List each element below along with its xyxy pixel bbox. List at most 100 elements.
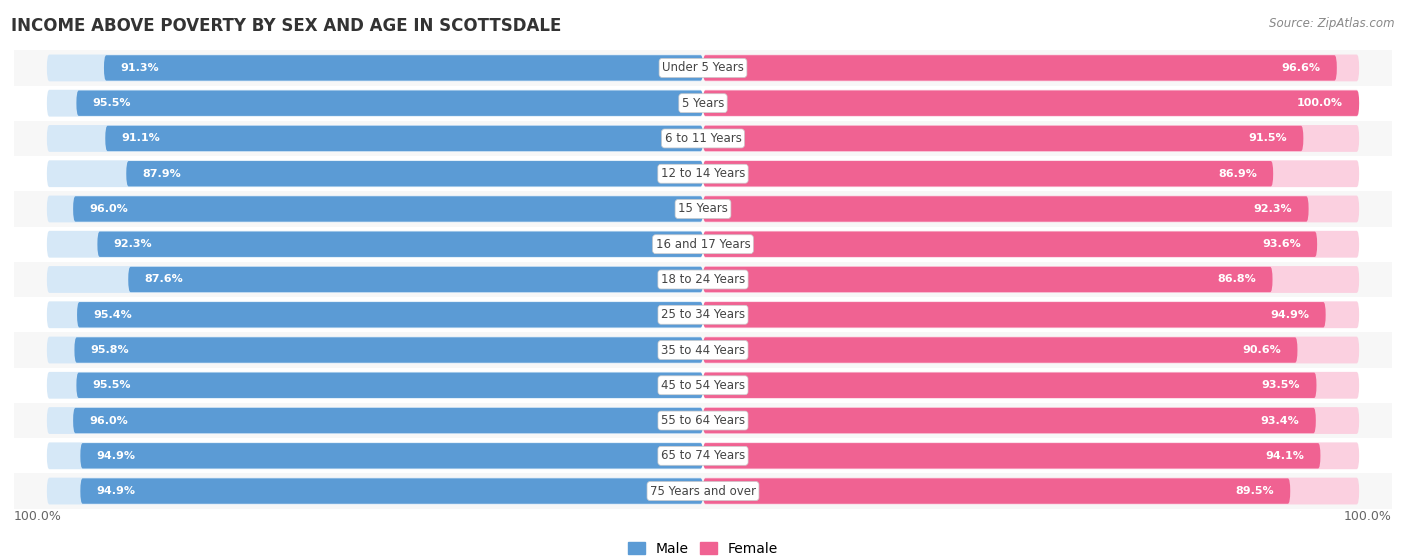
FancyBboxPatch shape — [80, 443, 703, 468]
FancyBboxPatch shape — [703, 301, 1360, 328]
Text: 93.4%: 93.4% — [1261, 415, 1299, 425]
Text: 94.9%: 94.9% — [97, 486, 136, 496]
FancyBboxPatch shape — [46, 266, 703, 293]
FancyBboxPatch shape — [75, 337, 703, 363]
Text: 93.6%: 93.6% — [1263, 239, 1301, 249]
Text: 55 to 64 Years: 55 to 64 Years — [661, 414, 745, 427]
Text: 94.1%: 94.1% — [1265, 451, 1303, 461]
Text: 94.9%: 94.9% — [1270, 310, 1309, 320]
FancyBboxPatch shape — [703, 161, 1274, 186]
FancyBboxPatch shape — [73, 196, 703, 222]
Text: 75 Years and over: 75 Years and over — [650, 485, 756, 498]
FancyBboxPatch shape — [104, 55, 703, 80]
FancyBboxPatch shape — [703, 231, 1317, 257]
Bar — [14, 156, 1392, 191]
Bar — [14, 262, 1392, 297]
Text: 92.3%: 92.3% — [1254, 204, 1292, 214]
Text: 96.0%: 96.0% — [90, 415, 128, 425]
Text: 5 Years: 5 Years — [682, 97, 724, 110]
Bar — [14, 368, 1392, 403]
Bar — [14, 403, 1392, 438]
Text: INCOME ABOVE POVERTY BY SEX AND AGE IN SCOTTSDALE: INCOME ABOVE POVERTY BY SEX AND AGE IN S… — [11, 17, 561, 35]
FancyBboxPatch shape — [703, 477, 1360, 504]
Legend: Male, Female: Male, Female — [623, 536, 783, 559]
Text: 100.0%: 100.0% — [1344, 510, 1392, 523]
Text: 12 to 14 Years: 12 to 14 Years — [661, 167, 745, 180]
FancyBboxPatch shape — [703, 90, 1360, 117]
Text: 65 to 74 Years: 65 to 74 Years — [661, 449, 745, 462]
FancyBboxPatch shape — [46, 407, 703, 434]
Text: 18 to 24 Years: 18 to 24 Years — [661, 273, 745, 286]
FancyBboxPatch shape — [46, 90, 703, 117]
FancyBboxPatch shape — [703, 408, 1316, 433]
Text: 16 and 17 Years: 16 and 17 Years — [655, 238, 751, 251]
FancyBboxPatch shape — [76, 91, 703, 116]
FancyBboxPatch shape — [46, 55, 703, 82]
Text: 87.9%: 87.9% — [142, 169, 181, 179]
Text: 96.6%: 96.6% — [1281, 63, 1320, 73]
Bar — [14, 50, 1392, 86]
FancyBboxPatch shape — [703, 126, 1303, 151]
FancyBboxPatch shape — [703, 55, 1360, 82]
Text: 91.3%: 91.3% — [121, 63, 159, 73]
Text: 91.1%: 91.1% — [122, 134, 160, 144]
FancyBboxPatch shape — [703, 196, 1360, 222]
FancyBboxPatch shape — [77, 302, 703, 328]
FancyBboxPatch shape — [97, 231, 703, 257]
FancyBboxPatch shape — [703, 337, 1360, 363]
FancyBboxPatch shape — [46, 337, 703, 363]
FancyBboxPatch shape — [703, 442, 1360, 469]
Text: 86.8%: 86.8% — [1218, 274, 1256, 285]
FancyBboxPatch shape — [703, 196, 1309, 222]
FancyBboxPatch shape — [703, 479, 1291, 504]
FancyBboxPatch shape — [46, 160, 703, 187]
Text: 91.5%: 91.5% — [1249, 134, 1286, 144]
FancyBboxPatch shape — [703, 160, 1360, 187]
Text: 35 to 44 Years: 35 to 44 Years — [661, 344, 745, 357]
Text: 95.5%: 95.5% — [93, 98, 131, 108]
Text: 100.0%: 100.0% — [14, 510, 62, 523]
Bar — [14, 191, 1392, 226]
FancyBboxPatch shape — [46, 125, 703, 152]
FancyBboxPatch shape — [703, 302, 1326, 328]
FancyBboxPatch shape — [76, 373, 703, 398]
Text: 92.3%: 92.3% — [114, 239, 152, 249]
Text: 100.0%: 100.0% — [1296, 98, 1343, 108]
FancyBboxPatch shape — [46, 301, 703, 328]
FancyBboxPatch shape — [703, 373, 1316, 398]
Text: Under 5 Years: Under 5 Years — [662, 61, 744, 74]
Bar — [14, 226, 1392, 262]
Text: 95.5%: 95.5% — [93, 380, 131, 390]
FancyBboxPatch shape — [703, 55, 1337, 80]
Bar — [14, 473, 1392, 509]
FancyBboxPatch shape — [703, 91, 1360, 116]
FancyBboxPatch shape — [80, 479, 703, 504]
Text: 93.5%: 93.5% — [1261, 380, 1301, 390]
Text: 15 Years: 15 Years — [678, 202, 728, 215]
FancyBboxPatch shape — [703, 125, 1360, 152]
FancyBboxPatch shape — [46, 231, 703, 258]
FancyBboxPatch shape — [703, 443, 1320, 468]
Text: 89.5%: 89.5% — [1236, 486, 1274, 496]
Text: 45 to 54 Years: 45 to 54 Years — [661, 379, 745, 392]
FancyBboxPatch shape — [46, 477, 703, 504]
Text: 95.8%: 95.8% — [91, 345, 129, 355]
Bar — [14, 86, 1392, 121]
FancyBboxPatch shape — [703, 337, 1298, 363]
Bar — [14, 121, 1392, 156]
FancyBboxPatch shape — [46, 442, 703, 469]
Bar — [14, 333, 1392, 368]
Text: 6 to 11 Years: 6 to 11 Years — [665, 132, 741, 145]
Text: 90.6%: 90.6% — [1243, 345, 1281, 355]
Text: 87.6%: 87.6% — [145, 274, 183, 285]
FancyBboxPatch shape — [703, 407, 1360, 434]
Bar — [14, 297, 1392, 333]
FancyBboxPatch shape — [703, 266, 1360, 293]
Text: 95.4%: 95.4% — [93, 310, 132, 320]
FancyBboxPatch shape — [46, 196, 703, 222]
Text: 96.0%: 96.0% — [90, 204, 128, 214]
FancyBboxPatch shape — [73, 408, 703, 433]
FancyBboxPatch shape — [703, 267, 1272, 292]
Bar — [14, 438, 1392, 473]
Text: 25 to 34 Years: 25 to 34 Years — [661, 308, 745, 321]
